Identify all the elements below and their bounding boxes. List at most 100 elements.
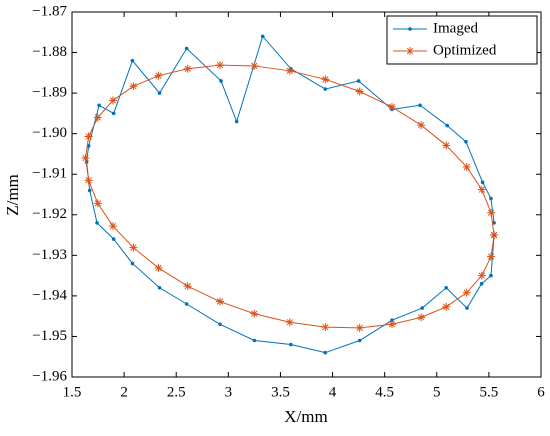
marker (387, 102, 396, 111)
marker-stroke (109, 97, 117, 104)
marker (215, 61, 224, 70)
y-tick-label: −1.93 (32, 247, 67, 263)
plot-frame (71, 11, 542, 378)
marker (420, 306, 424, 310)
y-tick-label: −1.95 (32, 328, 67, 344)
marker (87, 188, 92, 193)
marker (154, 71, 163, 80)
marker (252, 338, 257, 343)
marker (480, 180, 485, 185)
x-tick-label: 4.5 (375, 384, 394, 400)
marker-stroke (286, 67, 293, 74)
marker (479, 281, 484, 286)
marker (418, 103, 422, 108)
x-axis-label: X/mm (284, 407, 327, 426)
marker-stroke (251, 62, 258, 70)
marker-stroke (443, 142, 450, 149)
marker-stroke (184, 65, 191, 72)
marker-stroke (94, 114, 102, 121)
marker-stroke (109, 222, 117, 230)
marker (108, 222, 117, 231)
marker (289, 342, 293, 347)
marker (154, 263, 163, 272)
marker (219, 79, 223, 83)
marker-stroke (155, 72, 162, 79)
marker (260, 34, 265, 39)
marker (81, 154, 90, 162)
marker-stroke (322, 323, 329, 331)
y-tick-label: −1.88 (32, 44, 67, 60)
x-tick-label: 6 (537, 384, 545, 400)
x-tick-label: 4 (329, 384, 337, 400)
marker-stroke (463, 163, 470, 171)
marker-stroke (356, 88, 363, 95)
marker-stroke (94, 200, 102, 207)
marker (157, 285, 162, 290)
marker (130, 261, 135, 266)
marker-stroke (417, 121, 425, 129)
marker-stroke (443, 303, 450, 310)
legend-label: Imaged (433, 20, 478, 36)
y-tick-label: −1.90 (32, 125, 67, 141)
x-tick-label: 2 (120, 384, 128, 400)
marker (321, 75, 330, 84)
y-tick-label: −1.87 (32, 3, 67, 19)
marker (442, 141, 451, 150)
marker (129, 243, 138, 252)
x-tick-label: 3.5 (271, 384, 290, 400)
y-tick-label: −1.91 (32, 166, 67, 182)
marker (323, 350, 328, 355)
marker (84, 132, 93, 141)
marker (183, 282, 192, 291)
marker (487, 252, 496, 261)
marker-stroke (490, 231, 498, 239)
marker (108, 96, 117, 105)
series-line (85, 64, 495, 329)
series-line (86, 35, 495, 354)
markers (84, 34, 496, 355)
marker (487, 208, 496, 217)
marker (218, 322, 222, 327)
marker (129, 82, 138, 91)
marker (417, 121, 426, 130)
y-tick-label: −1.94 (32, 287, 67, 303)
marker (285, 318, 294, 327)
marker (356, 79, 361, 83)
marker (97, 103, 101, 108)
marker-stroke (216, 61, 224, 69)
marker (184, 46, 189, 51)
marker (462, 162, 471, 171)
y-tick-label: −1.92 (32, 206, 67, 222)
marker (464, 139, 468, 144)
marker (93, 199, 102, 208)
x-tick-label: 1.5 (63, 384, 82, 400)
marker-stroke (85, 177, 92, 184)
marker-stroke (487, 253, 495, 260)
marker-stroke (130, 83, 137, 90)
marker (477, 271, 486, 280)
marker (84, 176, 93, 185)
x-tick-label: 3 (225, 384, 233, 400)
marker (285, 66, 294, 75)
marker-stroke (487, 209, 495, 216)
marker-stroke (184, 283, 191, 290)
marker (390, 318, 394, 323)
marker (95, 221, 99, 225)
marker (215, 297, 224, 306)
marker (489, 196, 493, 201)
marker-stroke (356, 324, 363, 332)
y-tick-label: −1.96 (32, 368, 67, 384)
marker (250, 61, 259, 70)
markers (81, 61, 499, 332)
marker-stroke (251, 310, 258, 317)
marker-stroke (463, 289, 470, 296)
marker (184, 302, 189, 306)
marker-stroke (478, 272, 485, 279)
marker-stroke (130, 244, 137, 251)
marker (111, 237, 116, 241)
marker (357, 338, 362, 343)
marker-stroke (85, 133, 92, 140)
marker-stroke (478, 186, 485, 193)
x-tick-label: 5 (433, 384, 441, 400)
